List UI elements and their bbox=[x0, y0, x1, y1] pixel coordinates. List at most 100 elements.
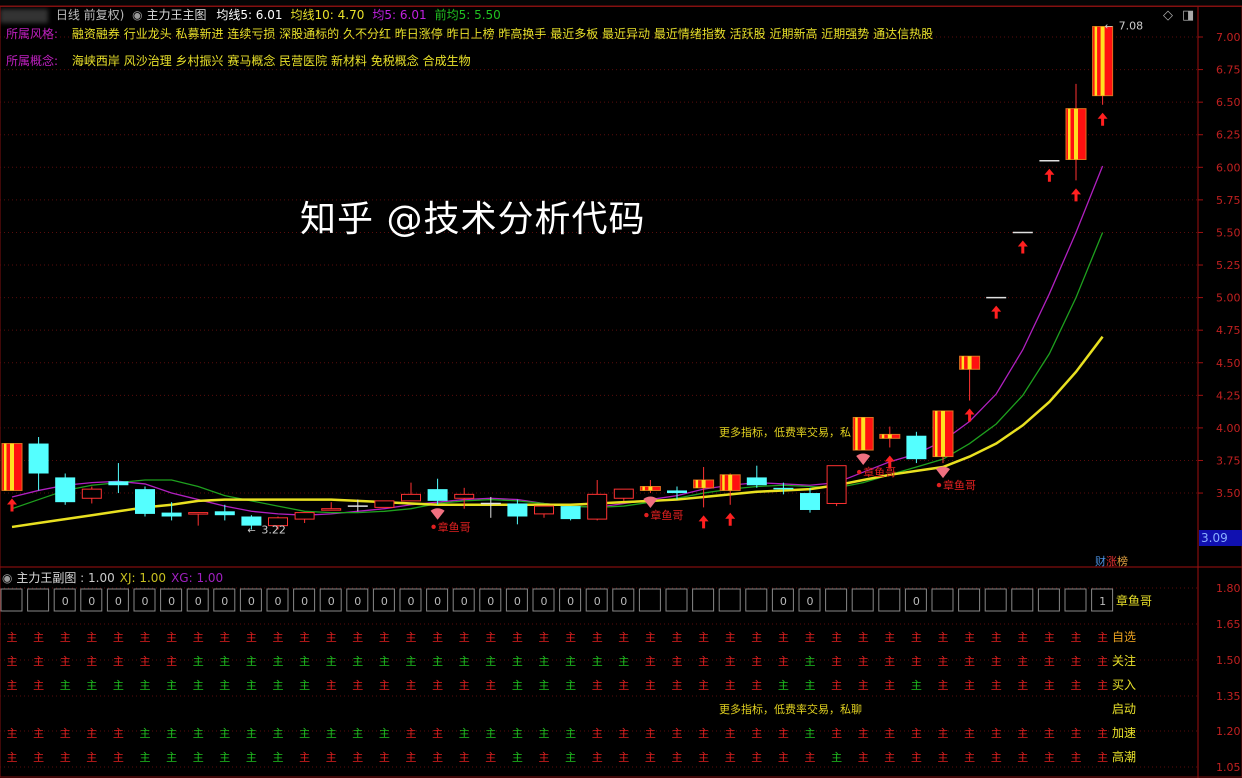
candle[interactable] bbox=[693, 466, 715, 508]
signal-box bbox=[186, 588, 209, 612]
status-glyph: 主 bbox=[406, 679, 417, 692]
status-glyph: 主 bbox=[1071, 679, 1082, 692]
status-glyph: 主 bbox=[618, 751, 629, 764]
candle[interactable] bbox=[959, 355, 981, 401]
candle[interactable] bbox=[480, 496, 501, 518]
indicator-dropdown-icon[interactable]: ◉ bbox=[132, 8, 143, 22]
status-glyph: 主 bbox=[858, 751, 869, 764]
status-glyph: 主 bbox=[246, 751, 257, 764]
up-arrow-icon bbox=[1044, 168, 1055, 182]
candle-body bbox=[161, 512, 182, 517]
candle[interactable] bbox=[294, 512, 315, 524]
sub-chart-promo-text: 更多指标，低费率交易，私聊 bbox=[719, 703, 862, 716]
candle[interactable] bbox=[55, 473, 76, 505]
status-glyph: 主 bbox=[86, 631, 97, 644]
candle[interactable] bbox=[667, 486, 687, 500]
high-price-label: 7.08 bbox=[1119, 20, 1144, 33]
status-glyph: 主 bbox=[539, 727, 550, 740]
candle[interactable] bbox=[108, 463, 129, 494]
up-arrow-icon bbox=[964, 408, 975, 422]
status-glyph: 主 bbox=[193, 727, 204, 740]
candle[interactable] bbox=[374, 500, 395, 508]
candle[interactable] bbox=[1065, 83, 1087, 181]
candle[interactable] bbox=[906, 431, 927, 464]
diamond-icon[interactable]: ◇ bbox=[1163, 8, 1173, 23]
candle[interactable] bbox=[773, 482, 794, 495]
status-glyph: 主 bbox=[1044, 655, 1055, 668]
candle[interactable] bbox=[613, 488, 634, 501]
sub-chart-header: ◉ 主力王副图 : 1.00 XJ: 1.00 XG: 1.00 bbox=[2, 569, 228, 586]
status-glyph: 主 bbox=[991, 679, 1002, 692]
status-glyph: 主 bbox=[858, 679, 869, 692]
sub-indicator-name[interactable]: 主力王副图 bbox=[16, 571, 77, 585]
sub-y-tick-label: 1.35 bbox=[1216, 690, 1241, 703]
signal-box bbox=[825, 588, 848, 612]
candle[interactable] bbox=[241, 515, 262, 530]
chart-frame bbox=[0, 5, 1242, 778]
candle[interactable] bbox=[826, 465, 847, 507]
candle[interactable] bbox=[81, 486, 102, 504]
status-glyph: 主 bbox=[406, 655, 417, 668]
y-tick-label: 5.75 bbox=[1216, 194, 1241, 207]
candle[interactable] bbox=[454, 487, 475, 509]
rank-badge[interactable]: 财涨榜 bbox=[1095, 553, 1128, 569]
indicator-name[interactable]: 主力王主图 bbox=[146, 8, 207, 22]
candle[interactable] bbox=[746, 465, 767, 488]
signal-box bbox=[878, 588, 901, 612]
status-glyph: 主 bbox=[1071, 655, 1082, 668]
candle[interactable] bbox=[401, 482, 421, 502]
watermark: 知乎 @技术分析代码 bbox=[300, 199, 646, 240]
candle[interactable] bbox=[852, 416, 874, 451]
candle[interactable] bbox=[879, 426, 901, 448]
status-glyph: 主 bbox=[1017, 727, 1028, 740]
signal-label: 章鱼哥 bbox=[943, 478, 976, 492]
status-glyph: 主 bbox=[485, 655, 496, 668]
candle[interactable] bbox=[268, 516, 288, 530]
status-glyph: 主 bbox=[140, 679, 151, 692]
status-glyph: 主 bbox=[1044, 727, 1055, 740]
candle[interactable] bbox=[1092, 26, 1114, 105]
sub-indicator-dropdown-icon[interactable]: ◉ bbox=[2, 571, 13, 585]
status-glyph: 主 bbox=[485, 751, 496, 764]
candle[interactable] bbox=[639, 480, 661, 494]
candle[interactable] bbox=[800, 487, 820, 513]
status-glyph: 主 bbox=[592, 727, 603, 740]
signal-box bbox=[293, 588, 316, 612]
candle[interactable] bbox=[321, 502, 342, 511]
candle[interactable] bbox=[932, 410, 954, 464]
signal-box-value: 0 bbox=[275, 595, 282, 608]
candle[interactable] bbox=[719, 473, 741, 505]
candle[interactable] bbox=[188, 512, 209, 526]
signal-box bbox=[718, 588, 741, 612]
signal-box-value: 0 bbox=[780, 595, 787, 608]
candle[interactable] bbox=[28, 437, 49, 491]
status-glyph: 主 bbox=[1097, 751, 1108, 764]
status-glyph: 主 bbox=[805, 655, 816, 668]
status-glyph: 主 bbox=[672, 655, 683, 668]
candle[interactable] bbox=[347, 499, 368, 512]
status-glyph: 主 bbox=[778, 679, 789, 692]
signal-box bbox=[904, 588, 927, 612]
candle[interactable] bbox=[161, 502, 182, 521]
panel-toggle-icon[interactable]: ◨ bbox=[1182, 8, 1195, 23]
candle[interactable] bbox=[135, 486, 155, 517]
status-glyph: 主 bbox=[911, 751, 922, 764]
candle[interactable] bbox=[507, 499, 528, 525]
status-glyph: 主 bbox=[326, 655, 337, 668]
candle[interactable] bbox=[534, 505, 554, 518]
status-glyph: 主 bbox=[911, 679, 922, 692]
status-glyph: 主 bbox=[459, 655, 470, 668]
candle[interactable] bbox=[587, 480, 608, 521]
candle[interactable] bbox=[427, 478, 448, 505]
candle[interactable] bbox=[560, 506, 581, 521]
rank-badge-char: 财 bbox=[1095, 555, 1106, 568]
candle[interactable] bbox=[214, 504, 235, 521]
y-tick-label: 5.00 bbox=[1216, 292, 1241, 305]
status-glyph: 主 bbox=[273, 751, 284, 764]
candle[interactable] bbox=[1, 443, 23, 491]
candle-body bbox=[427, 489, 448, 501]
status-glyph: 主 bbox=[805, 631, 816, 644]
status-glyph: 主 bbox=[86, 727, 97, 740]
status-glyph: 主 bbox=[379, 751, 390, 764]
